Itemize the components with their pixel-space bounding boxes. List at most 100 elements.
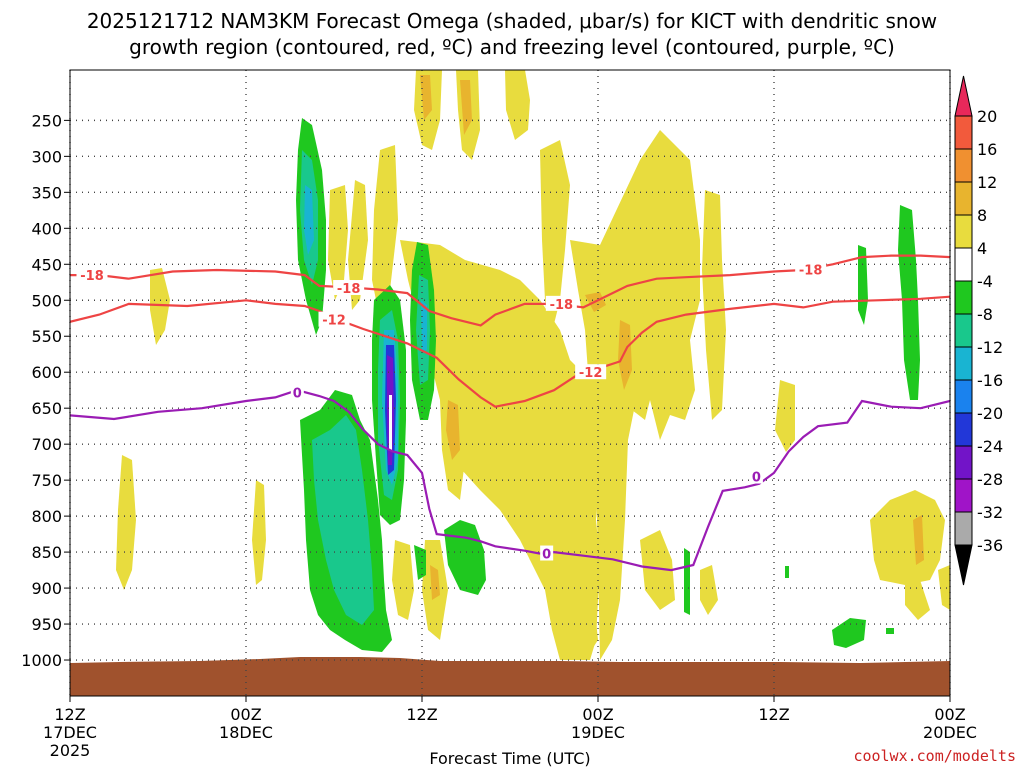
omega-shade-green	[785, 566, 789, 578]
omega-shade-yellow	[544, 460, 598, 660]
omega-shade-orange	[446, 400, 460, 460]
contour-label-bg	[540, 545, 554, 561]
contour-label-bg	[76, 267, 108, 283]
colorbar-swatch	[954, 214, 973, 249]
omega-shade-yellow	[905, 580, 930, 620]
x-tick-label: 12Z	[758, 705, 789, 724]
colorbar-label: -4	[977, 272, 993, 291]
x-tick-date: 17DEC	[43, 723, 97, 742]
contour-label-bg	[575, 364, 607, 380]
y-tick-label: 350	[31, 183, 62, 202]
colorbar-label: 4	[977, 239, 987, 258]
colorbar-label: -32	[977, 503, 1003, 522]
omega-shade-green	[414, 545, 426, 580]
colorbar-swatch	[954, 379, 973, 414]
omega-shade-yellow	[870, 490, 945, 585]
omega-shade-yellow	[540, 140, 570, 340]
omega-shade-yellow	[116, 455, 136, 590]
omega-shade-yellow	[348, 180, 368, 310]
omega-shade-yellow	[150, 268, 170, 345]
y-tick-label: 800	[31, 507, 62, 526]
credit-text: coolwx.com/modelts	[853, 747, 1016, 765]
chart-title-line2: growth region (contoured, red, ºC) and f…	[129, 35, 895, 59]
colorbar-top-arrow	[954, 75, 973, 117]
omega-shade-green	[444, 520, 486, 595]
omega-shade-yellow	[372, 145, 398, 320]
omega-shade-yellow	[938, 565, 950, 610]
y-tick-label: 500	[31, 291, 62, 310]
y-tick-label: 550	[31, 327, 62, 346]
x-tick-date: 20DEC	[923, 723, 977, 742]
y-axis-ticks: 250 300 350 400 450 500 550 600 650 700 750 800 850 9…	[21, 111, 70, 670]
contour-label: 0	[293, 386, 302, 401]
contour-label-bg	[545, 295, 577, 311]
colorbar-swatch	[954, 181, 973, 216]
y-tick-label: 750	[31, 471, 62, 490]
contour-label-bg	[290, 384, 304, 400]
colorbar-swatch	[954, 313, 973, 348]
omega-shade-yellow	[505, 70, 530, 140]
chart-title-line1: 2025121712 NAM3KM Forecast Omega (shaded…	[87, 9, 937, 33]
colorbar-label: -36	[977, 536, 1003, 555]
contour-layer: -18 -18 -18 -18 -12 -12 0 0 0	[70, 254, 950, 572]
contour-label: -18	[799, 263, 823, 278]
contour-label: -18	[80, 269, 104, 284]
x-tick-label: 12Z	[54, 705, 85, 724]
omega-shade-cyan	[421, 300, 427, 352]
omega-shade-green	[886, 628, 894, 634]
x-tick-date: 18DEC	[219, 723, 273, 742]
x-tick-label: 00Z	[582, 705, 613, 724]
omega-shade-yellow	[700, 565, 718, 615]
colorbar-swatch	[954, 346, 973, 381]
contour-label: -18	[337, 282, 361, 297]
colorbar-swatch	[954, 148, 973, 183]
contour-line	[70, 389, 950, 572]
colorbar-bottom-arrow	[954, 544, 973, 586]
contour-line	[70, 295, 950, 408]
x-tick-date: 19DEC	[571, 723, 625, 742]
y-tick-label: 400	[31, 219, 62, 238]
omega-shading	[116, 70, 950, 660]
x-tick-label: 12Z	[406, 705, 437, 724]
x-tick-label: 00Z	[230, 705, 261, 724]
plot-area: -18 -18 -18 -18 -12 -12 0 0 0	[69, 69, 951, 697]
colorbar-label: -16	[977, 371, 1003, 390]
colorbar-swatch	[954, 445, 973, 480]
y-tick-label: 1000	[21, 651, 62, 670]
y-tick-label: 450	[31, 255, 62, 274]
omega-shade-yellow	[640, 530, 675, 610]
plot-frame	[69, 69, 951, 697]
y-tick-label: 850	[31, 543, 62, 562]
contour-label-bg	[333, 280, 365, 296]
y-tick-label: 900	[31, 579, 62, 598]
colorbar-swatch	[954, 280, 973, 315]
contour-label-bg	[795, 261, 827, 277]
omega-shade-green	[858, 245, 868, 325]
y-tick-label: 950	[31, 615, 62, 634]
colorbar-label: -24	[977, 437, 1003, 456]
omega-shade-yellow	[252, 480, 266, 585]
colorbar-swatch	[954, 478, 973, 513]
omega-shade-yellow	[515, 400, 545, 560]
omega-shade-white-core	[389, 395, 392, 450]
colorbar-label: 12	[977, 173, 997, 192]
colorbar-label: 16	[977, 140, 997, 159]
x-tick-label: 00Z	[934, 705, 965, 724]
colorbar-label: -12	[977, 338, 1003, 357]
omega-shade-cyan	[304, 185, 314, 255]
omega-shade-green	[832, 618, 866, 648]
colorbar-label: 20	[977, 107, 997, 126]
contour-label: 0	[752, 471, 761, 486]
colorbar-swatch	[954, 412, 973, 447]
omega-shade-orange	[460, 80, 472, 135]
colorbar-label: -20	[977, 404, 1003, 423]
omega-shade-orange	[420, 75, 432, 120]
x-tick-year: 2025	[50, 741, 91, 760]
y-tick-label: 600	[31, 363, 62, 382]
terrain-below-ground	[70, 657, 950, 696]
omega-shade-teal	[312, 415, 374, 625]
contour-label: 0	[542, 548, 551, 563]
y-tick-label: 700	[31, 435, 62, 454]
omega-shade-green	[898, 205, 920, 400]
